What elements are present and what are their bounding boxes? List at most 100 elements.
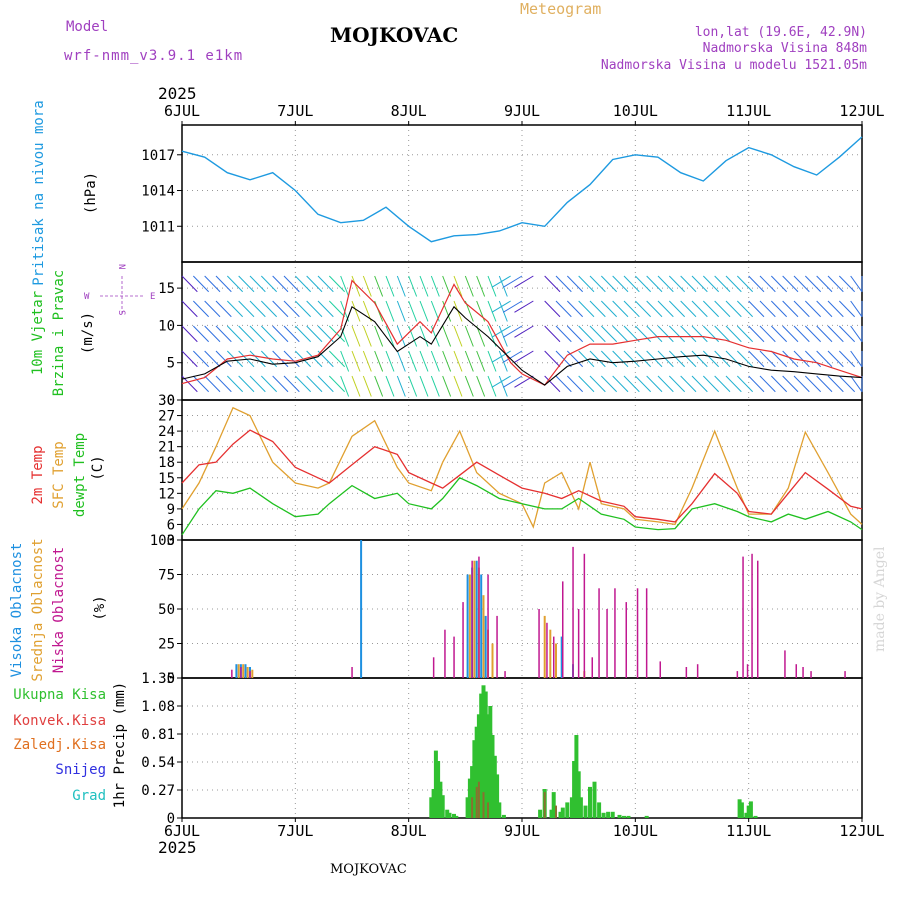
wind-arrow [850, 275, 863, 293]
x-tick-label-bottom: 9JUL [504, 822, 540, 840]
wind-arrow [260, 275, 278, 293]
total-precip-bar [429, 797, 434, 818]
high-cloud-bar [235, 664, 238, 678]
wind-arrow [491, 325, 511, 338]
total-precip-bar [436, 761, 441, 818]
wind-arrow [668, 325, 686, 343]
wind-arrow [748, 300, 765, 318]
wind-arrow [453, 375, 463, 397]
wind-arrow [748, 325, 765, 343]
wind-arrow [725, 275, 742, 293]
wind-arrow [464, 375, 474, 397]
wind-arrow [691, 325, 708, 343]
wind-arrow [600, 325, 618, 343]
wind-arrow [514, 350, 534, 363]
y-tick-label: 30 [158, 393, 175, 409]
low-cloud-bar [453, 636, 455, 678]
total-precip-bar [748, 801, 753, 818]
low-cloud-bar [844, 671, 846, 678]
wind-arrow [838, 300, 856, 318]
total-precip-bar [479, 693, 484, 818]
wind-arrow [668, 375, 686, 393]
wind-arrow [464, 325, 474, 347]
sfc-temp-label: SFC Temp [51, 441, 67, 508]
low-cloud-bar [802, 667, 804, 678]
x-tick-label-bottom: 6JUL [164, 822, 200, 840]
wind-arrow [850, 325, 863, 343]
low-cloud-bar [784, 650, 786, 678]
wind-arrow [748, 275, 765, 293]
low-cloud-bar [504, 671, 506, 678]
wind-arrow [272, 325, 289, 343]
wind-arrow [385, 300, 395, 322]
compass-s: S [116, 310, 126, 315]
mid-cloud-bar [246, 667, 249, 678]
mid-cloud-bar [242, 664, 245, 678]
total-precip-bar [617, 814, 622, 818]
model-name: wrf-nmm_v3.9.1 e1km [64, 48, 244, 64]
wind-arrow [646, 375, 663, 393]
low-cloud-bar [606, 609, 608, 678]
wind-arrow [514, 300, 534, 313]
wind-arrow [555, 375, 572, 393]
wind-arrow [306, 300, 323, 318]
y-tick-label: 1.08 [141, 699, 175, 715]
wind-arrow [238, 325, 255, 343]
wind-arrow [714, 300, 731, 318]
wind-arrow [612, 325, 629, 343]
conv-precip-bar [482, 792, 485, 818]
wind-arrow [408, 325, 418, 347]
y-tick-label: 0 [167, 393, 175, 409]
total-precip-bar [753, 815, 758, 818]
low-cloud-bar [471, 560, 473, 678]
wind-arrow [657, 350, 674, 368]
mid-cloud-label: Srednja Oblacnost [30, 538, 46, 681]
wind-gust-line [181, 279, 863, 386]
total-precip-bar [497, 802, 502, 818]
wind-arrow [714, 275, 731, 293]
wind-arrow [328, 350, 346, 368]
wind-arrow [600, 350, 618, 368]
wind-arrow [272, 350, 289, 368]
wind-arrow [464, 275, 474, 297]
x-tick-label-bottom: 11JUL [726, 822, 771, 840]
wind-arrow [204, 300, 221, 318]
wind-arrow [589, 375, 606, 393]
conv-precip-bar [543, 792, 546, 818]
wind-arrow [555, 275, 572, 293]
wind-arrow [838, 325, 856, 343]
conv-precip-bar [475, 786, 478, 818]
wind-arrow [226, 325, 244, 343]
wind-arrow [736, 300, 754, 318]
wind-arrow [725, 325, 742, 343]
wind-arrow [476, 275, 486, 297]
wind-arrow [838, 275, 856, 293]
wind-arrow [827, 275, 844, 293]
wind-arrow [204, 275, 221, 293]
wind-arrow [260, 300, 278, 318]
coords-text: lon,lat (19.6E, 42.9N) [694, 25, 867, 40]
y-tick-label: 1.35 [141, 671, 175, 687]
wind-arrow [453, 325, 463, 347]
wind-arrow [442, 375, 452, 397]
total-precip-bar [445, 809, 450, 818]
wind-arrow [192, 275, 210, 293]
wind-arrow [215, 300, 232, 318]
low-cloud-bar [444, 629, 446, 678]
total-precip-bar [737, 799, 742, 818]
wind-arrow [476, 350, 486, 372]
wind-arrow [691, 300, 708, 318]
low-cloud-bar [553, 636, 555, 678]
wind-arrow [362, 275, 372, 297]
y-tick-label: 10 [158, 318, 175, 334]
wind-arrow [476, 325, 486, 347]
total-precip-bar [558, 811, 563, 818]
wind-arrow [249, 350, 266, 368]
low-cloud-bar [487, 574, 489, 678]
wind-arrow [215, 350, 232, 368]
wind-arrow [578, 275, 595, 293]
wind-arrow [782, 275, 799, 293]
wind-arrow [804, 300, 822, 318]
wind-arrow [362, 325, 372, 347]
total-precip-bar [610, 811, 615, 818]
